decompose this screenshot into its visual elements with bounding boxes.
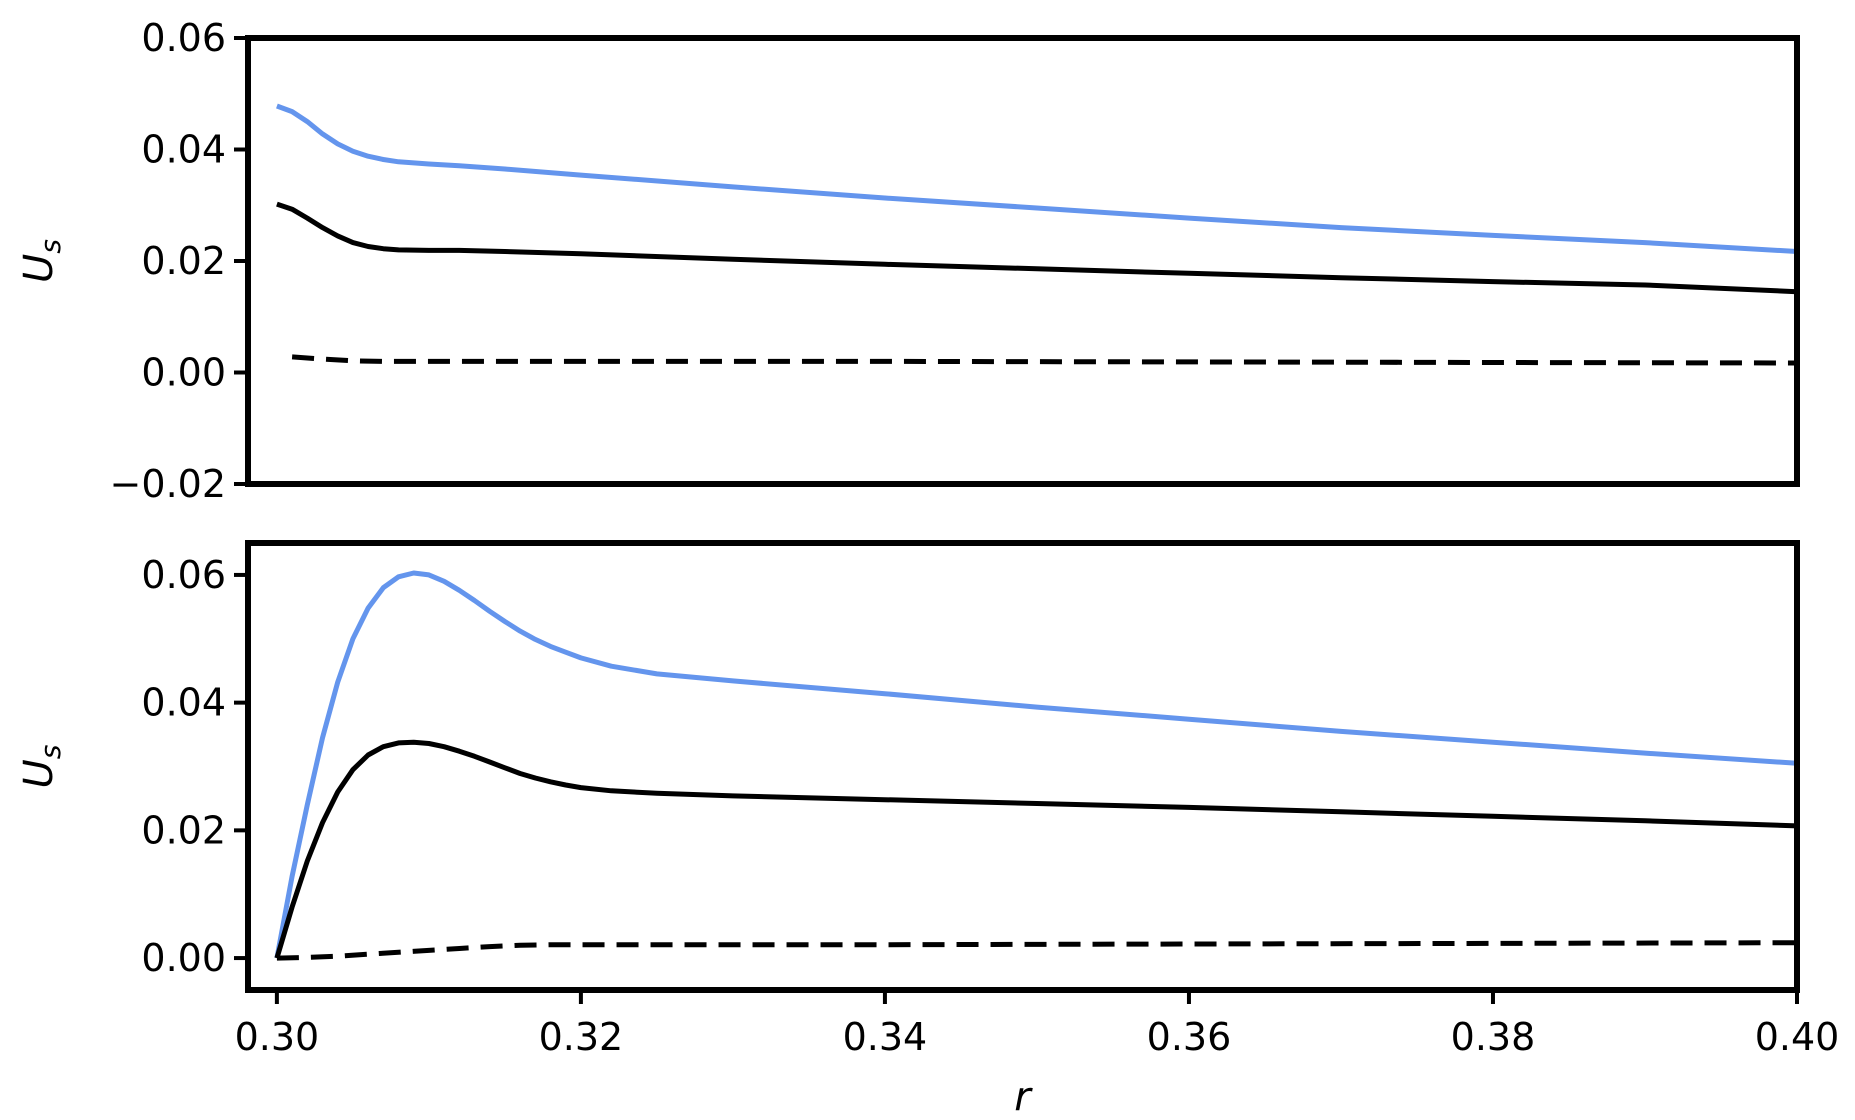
x-tick-label: 0.36 [1147, 1015, 1232, 1059]
series-line-2 [276, 201, 1798, 295]
y-tick-label: 0.02 [141, 239, 226, 283]
x-tick-label: 0.40 [1755, 1015, 1840, 1059]
series-line-3-dashed [276, 940, 1798, 961]
top-panel-y-axis-label-subscript: s [34, 239, 67, 254]
bottom-panel-y-axis-label-subscript: s [34, 745, 67, 760]
y-tick-label: 0.06 [141, 553, 226, 597]
top-panel-lines [276, 103, 1798, 366]
x-tick-label: 0.34 [843, 1015, 928, 1059]
top-panel-ticks: −0.02 0.00 0.02 0.04 0.06 [110, 16, 248, 506]
bottom-panel-y-axis-label-main: U [16, 759, 62, 788]
x-tick-label: 0.30 [235, 1015, 320, 1059]
series-line-2 [274, 739, 1798, 959]
y-tick-label: 0.00 [141, 351, 226, 395]
x-tick-label: 0.38 [1451, 1015, 1536, 1059]
y-tick-label: −0.02 [110, 462, 226, 506]
y-tick-label: 0.00 [141, 936, 226, 980]
bottom-panel: 0.00 0.02 0.04 0.06 0.30 0.32 0.34 0.36 0.38 0.40… [16, 540, 1839, 1120]
series-line-1 [274, 570, 1798, 959]
x-axis-label: r [1014, 1074, 1033, 1120]
y-tick-label: 0.06 [141, 16, 226, 60]
top-panel-frame [245, 35, 1800, 487]
y-tick-label: 0.04 [141, 681, 226, 725]
bottom-panel-frame [245, 540, 1800, 993]
bottom-panel-ticks: 0.00 0.02 0.04 0.06 0.30 0.32 0.34 0.36 0.38 0.40 [141, 553, 1839, 1059]
bottom-panel-y-axis-label: Us [16, 745, 67, 789]
x-tick-label: 0.32 [539, 1015, 624, 1059]
top-panel-y-axis-label: Us [16, 239, 67, 283]
top-panel-y-axis-label-main: U [16, 254, 62, 283]
y-tick-label: 0.02 [141, 808, 226, 852]
y-tick-label: 0.04 [141, 128, 226, 172]
series-line-3-dashed [291, 354, 1798, 366]
series-line-1 [276, 103, 1798, 254]
top-panel: −0.02 0.00 0.02 0.04 0.06 Us [16, 16, 1800, 506]
bottom-panel-lines [274, 570, 1798, 961]
